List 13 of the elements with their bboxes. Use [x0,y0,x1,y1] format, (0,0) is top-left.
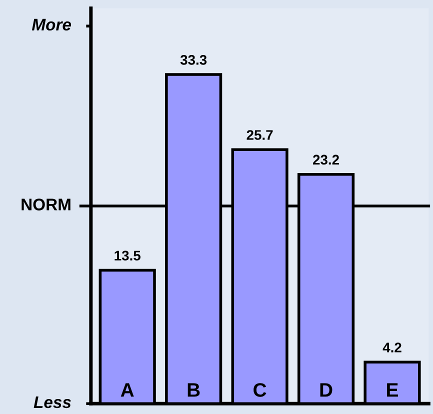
x-tick-label: C [254,383,266,397]
x-tick-label: D [320,383,332,397]
text: More [32,18,72,31]
data-label: 23.2 [312,154,339,165]
x-tick-label: A [120,383,134,397]
data-label: 13.5 [114,250,140,261]
data-label: 25.7 [246,130,273,140]
ref-line-label: NORM [22,198,70,210]
x-tick-label: E [387,383,398,397]
data-label: 33.3 [180,54,207,65]
x-tick-label: B [188,383,200,397]
text: Less [34,396,71,408]
data-label: 4.2 [382,342,402,352]
